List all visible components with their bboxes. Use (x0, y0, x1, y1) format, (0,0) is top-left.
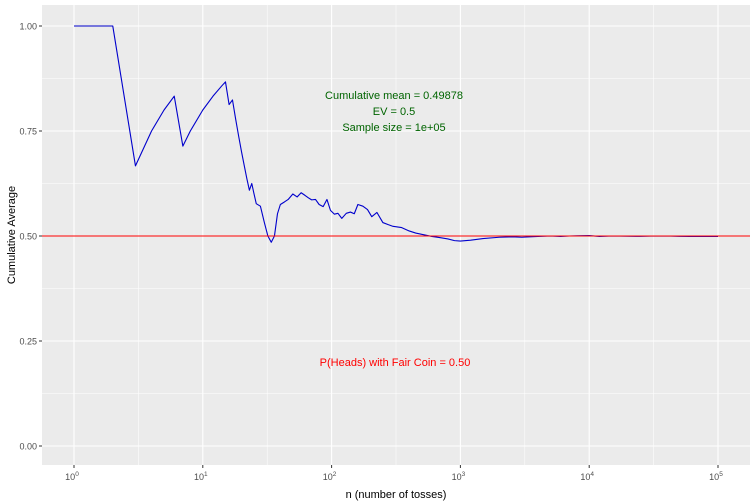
y-axis-ticks: 0.00 0.25 0.50 0.75 1.00 (19, 22, 42, 452)
grid-minor (42, 5, 750, 465)
data-layer (42, 25, 750, 243)
x-tick-label: 100 (65, 471, 79, 482)
y-tick-label: 0.50 (19, 232, 37, 242)
y-tick-label: 0.00 (19, 442, 37, 452)
x-tick-label: 103 (452, 471, 466, 482)
y-axis-label: Cumulative Average (6, 186, 18, 284)
x-tick-label: 101 (194, 471, 208, 482)
y-tick-label: 1.00 (19, 22, 37, 32)
x-tick-label: 105 (709, 471, 723, 482)
annotation-fair-coin: P(Heads) with Fair Coin = 0.50 (320, 357, 471, 369)
grid-major (42, 5, 750, 465)
x-axis-ticks: 100 101 102 103 104 105 (65, 465, 723, 482)
annotation-cumulative-mean: Cumulative mean = 0.49878 (325, 90, 463, 102)
x-tick-label: 104 (580, 471, 594, 482)
annotation-sample-size: Sample size = 1e+05 (342, 122, 445, 134)
y-tick-label: 0.75 (19, 127, 37, 137)
annotation-ev: EV = 0.5 (373, 106, 416, 118)
x-axis-label: n (number of tosses) (346, 489, 447, 501)
y-tick-label: 0.25 (19, 337, 37, 347)
x-tick-label: 102 (323, 471, 337, 482)
